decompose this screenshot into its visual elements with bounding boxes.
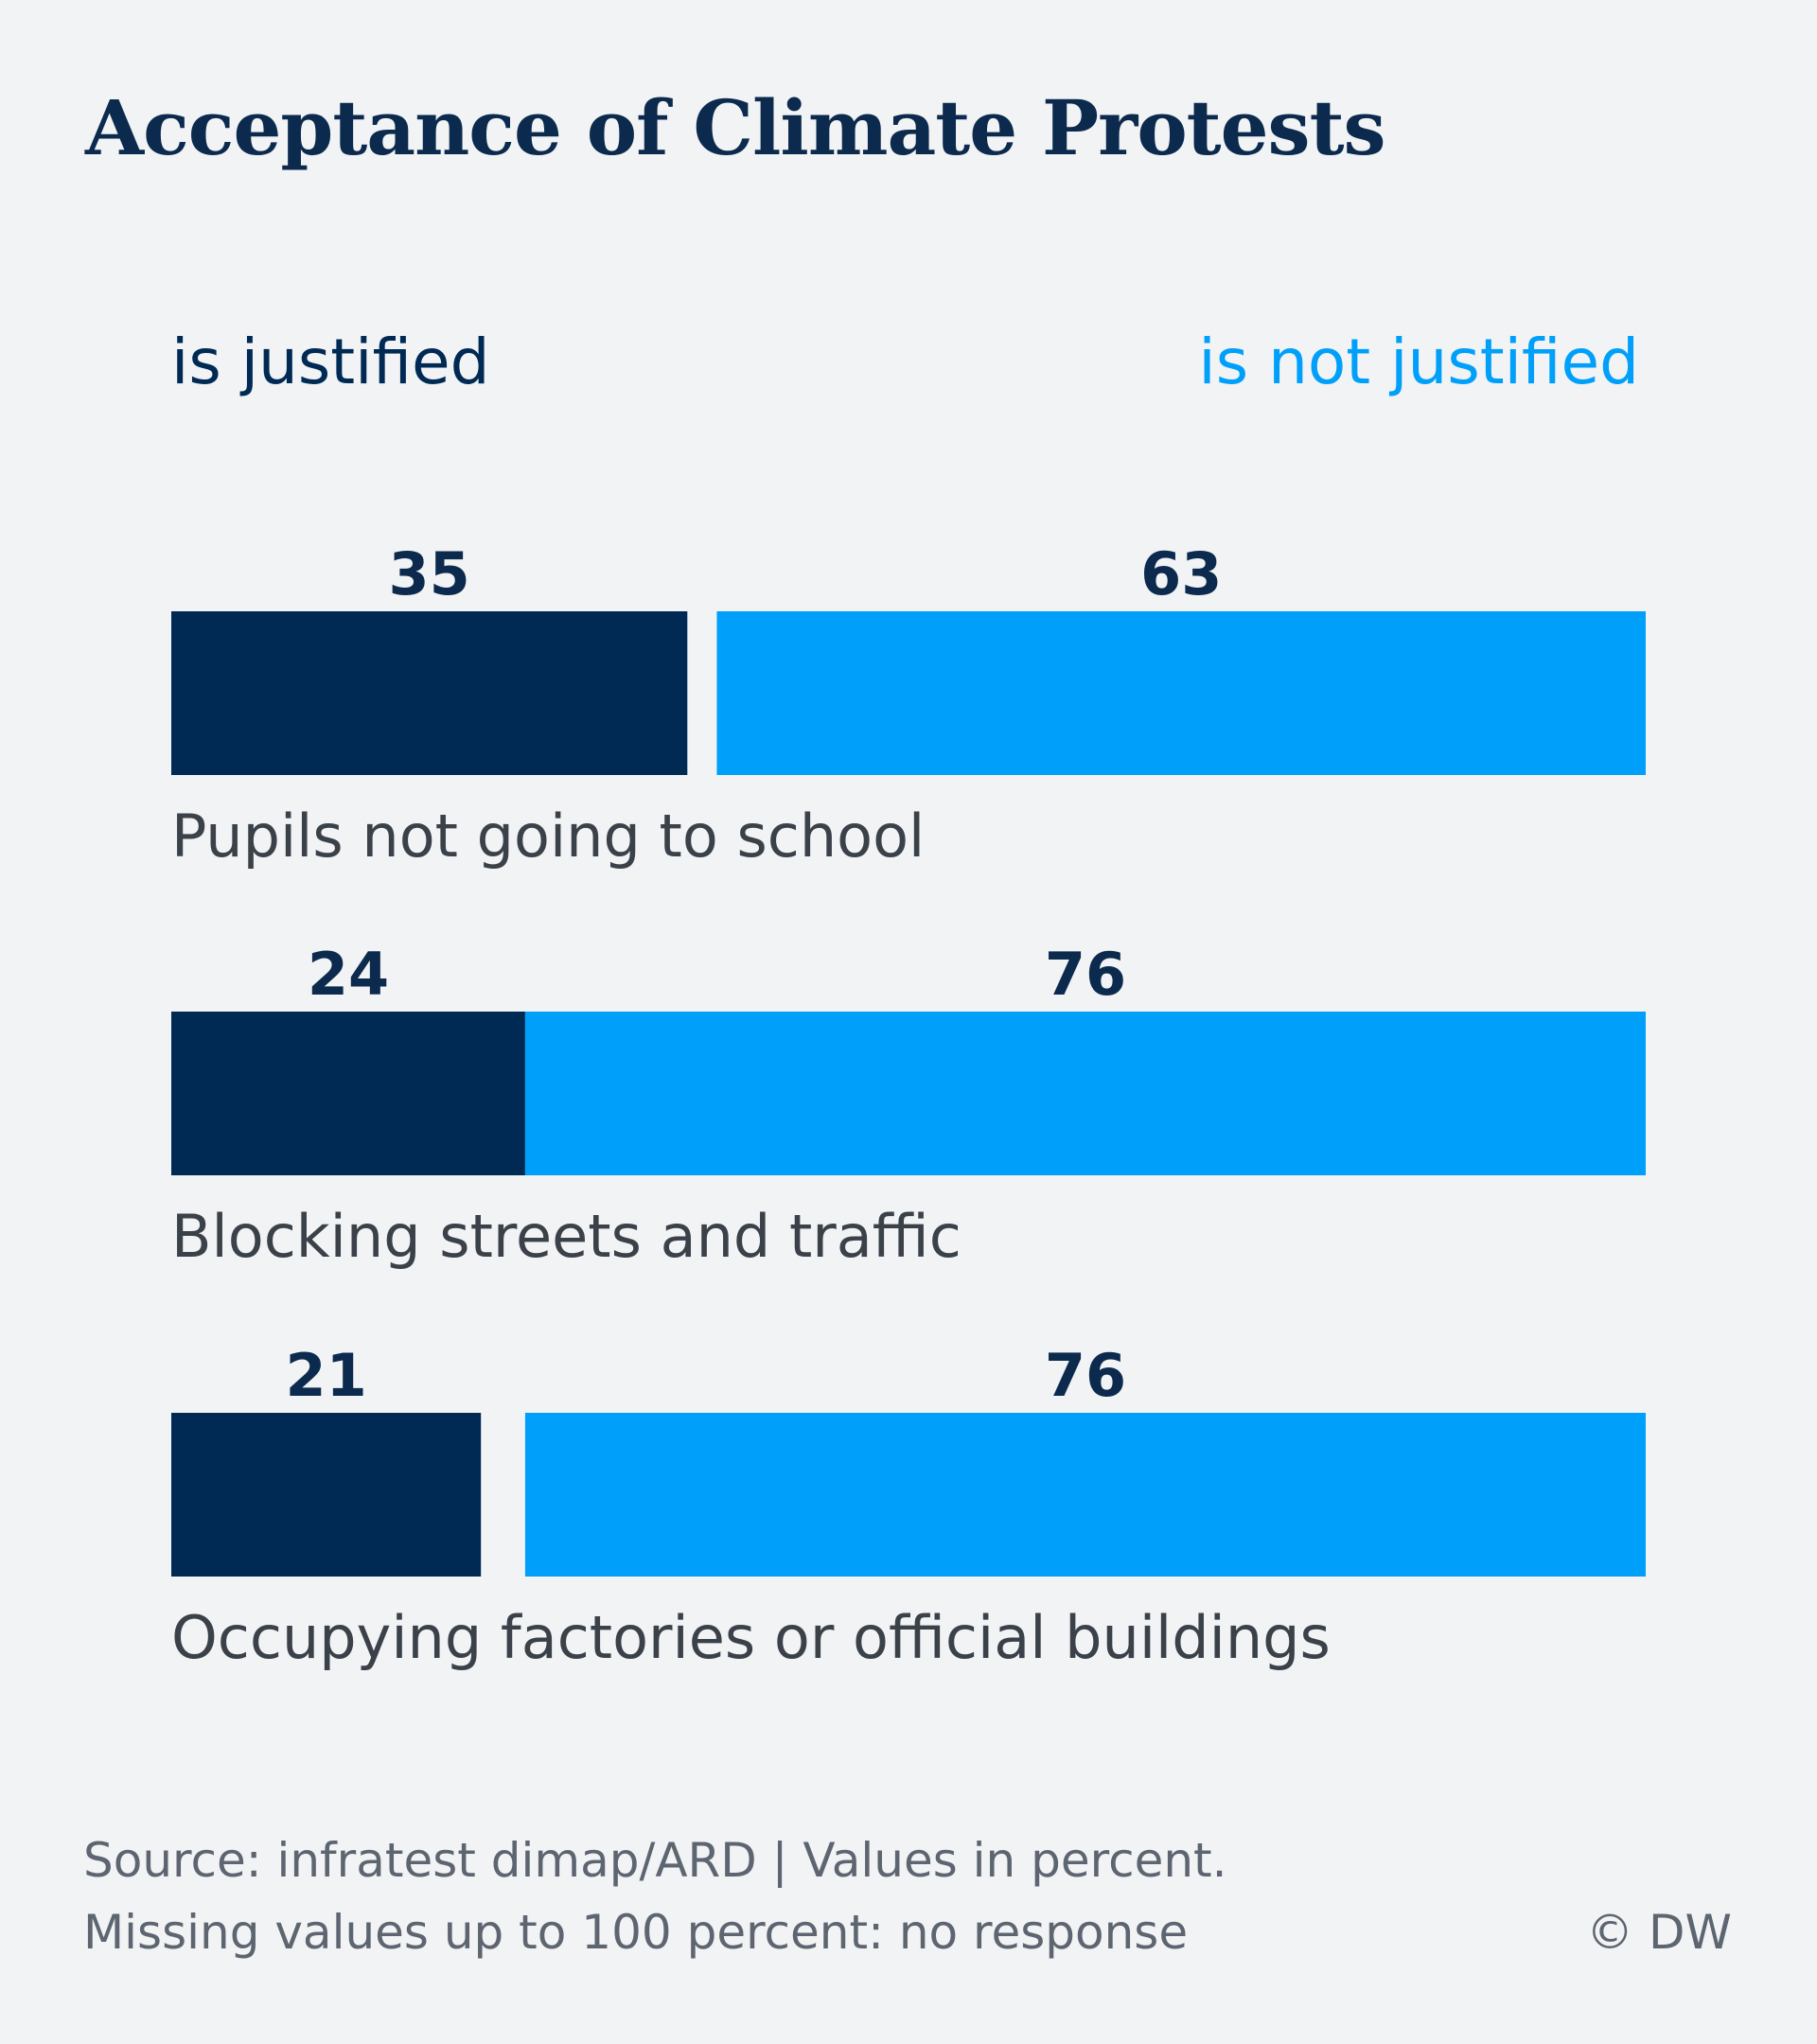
bar-justified-blocking-streets-and-traffic [171,1012,525,1175]
bar-justified-pupils-not-going-to-school [171,611,688,775]
chart-footer: Source: infratest dimap/ARD | Values in … [83,1824,1227,1968]
bar-not-justified-blocking-streets-and-traffic [524,1012,1647,1175]
category-label-occupying-factories-or-official-buildings: Occupying factories or official building… [171,1603,1331,1672]
legend-is-not-justified: is not justified [1198,326,1639,398]
category-label-blocking-streets-and-traffic: Blocking streets and traffic [171,1202,961,1271]
value-label-justified-occupying-factories-or-official-buildings: 21 [285,1341,366,1410]
chart-title: Acceptance of Climate Protests [85,83,1386,172]
bar-not-justified-occupying-factories-or-official-buildings [524,1413,1647,1577]
copyright-dw: © DW [1586,1905,1732,1960]
source-note: Source: infratest dimap/ARD | Values in … [83,1833,1227,1888]
value-label-not-justified-blocking-streets-and-traffic: 76 [1045,940,1126,1009]
value-label-not-justified-pupils-not-going-to-school: 63 [1140,539,1222,608]
value-label-justified-blocking-streets-and-traffic: 24 [308,940,389,1009]
bar-not-justified-pupils-not-going-to-school [716,611,1646,775]
bar-justified-occupying-factories-or-official-buildings [171,1413,482,1577]
missing-values-note: Missing values up to 100 percent: no res… [83,1905,1189,1960]
category-label-pupils-not-going-to-school: Pupils not going to school [171,802,925,871]
legend-is-justified: is justified [171,326,490,398]
value-label-justified-pupils-not-going-to-school: 35 [389,539,470,608]
value-label-not-justified-occupying-factories-or-official-buildings: 76 [1045,1341,1126,1410]
